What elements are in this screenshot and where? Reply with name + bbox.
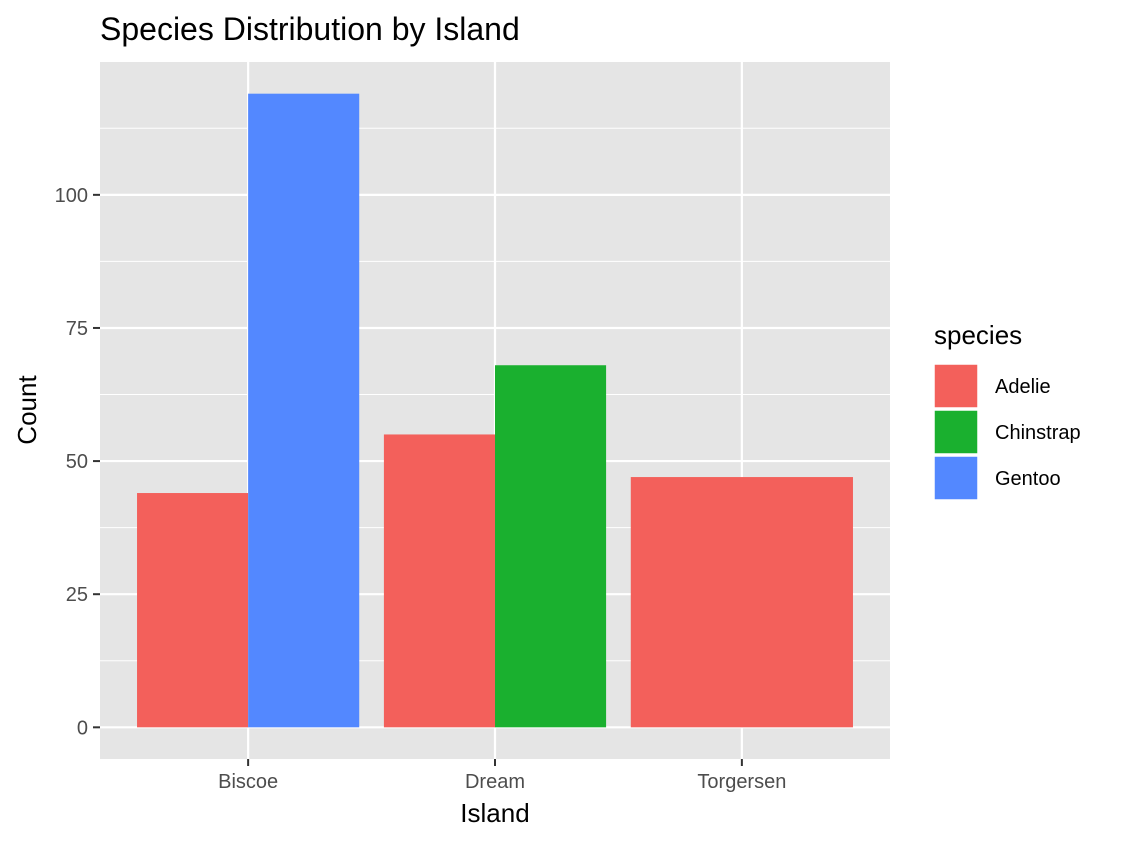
bar-biscoe-gentoo <box>248 93 360 728</box>
x-axis: Biscoe Dream Torgersen <box>218 759 786 793</box>
chart-title: Species Distribution by Island <box>100 11 520 47</box>
legend: species Adelie Chinstrap Gentoo <box>933 320 1081 501</box>
bar-dream-adelie <box>383 434 495 728</box>
legend-key-adelie <box>933 363 979 409</box>
x-axis-title: Island <box>460 798 529 828</box>
x-tick-label: Biscoe <box>218 771 278 793</box>
x-tick-label: Torgersen <box>697 771 786 793</box>
legend-key-chinstrap <box>933 409 979 455</box>
legend-label-gentoo: Gentoo <box>995 468 1061 490</box>
legend-label-adelie: Adelie <box>995 376 1051 398</box>
bar-dream-chinstrap <box>495 365 607 728</box>
legend-title: species <box>934 320 1022 350</box>
y-tick-label: 25 <box>66 584 88 606</box>
bar-biscoe-adelie <box>137 493 249 728</box>
y-tick-label: 50 <box>66 451 88 473</box>
bar-torgersen-adelie <box>630 477 853 728</box>
legend-key-gentoo <box>933 455 979 501</box>
legend-label-chinstrap: Chinstrap <box>995 422 1081 444</box>
y-axis: 0 25 50 75 100 <box>55 185 100 739</box>
y-tick-label: 75 <box>66 318 88 340</box>
bars-group <box>137 93 853 728</box>
x-tick-label: Dream <box>465 771 525 793</box>
y-axis-title: Count <box>12 375 42 445</box>
y-tick-label: 100 <box>55 185 88 207</box>
y-tick-label: 0 <box>77 717 88 739</box>
